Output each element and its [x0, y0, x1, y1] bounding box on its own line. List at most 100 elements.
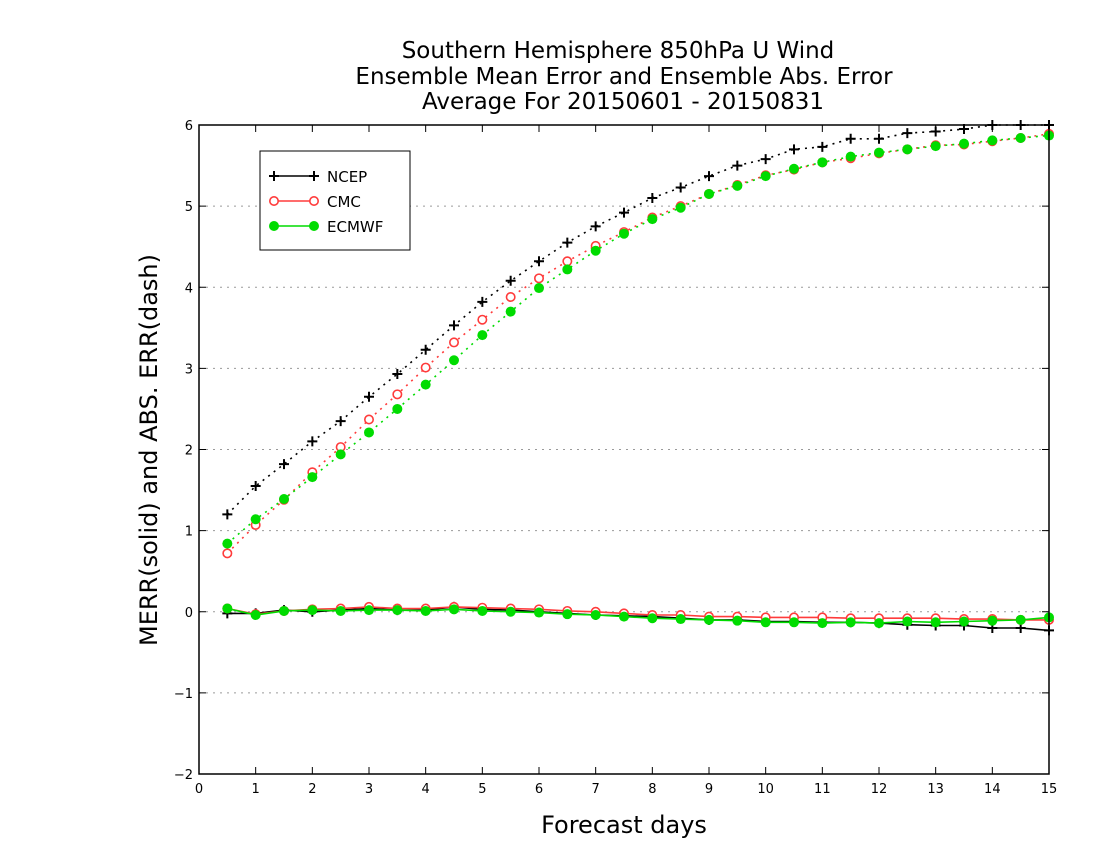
- ecmwf-merr-point: [279, 605, 289, 616]
- legend-cmc-marker: [308, 196, 319, 207]
- ecmwf-merr-point: [845, 617, 856, 628]
- cmc-abs-err-point: [420, 362, 431, 373]
- ecmwf-abs-err-point: [732, 180, 743, 191]
- cmc-abs-err-point: [222, 548, 233, 559]
- ncep-abs-err-point: [420, 344, 431, 355]
- ecmwf-abs-err-point: [930, 141, 941, 152]
- ncep-abs-err-point: [505, 275, 516, 286]
- legend: NCEP CMC ECMWF: [259, 150, 411, 251]
- ecmwf-abs-err-point: [392, 403, 403, 414]
- ecmwf-merr-point: [562, 609, 573, 620]
- x-tick-label: 10: [757, 782, 774, 797]
- cmc-abs-err-point: [505, 291, 516, 302]
- ecmwf-merr-point: [392, 605, 403, 616]
- legend-ncep-marker: [269, 171, 279, 181]
- ecmwf-merr-point: [930, 617, 941, 628]
- ecmwf-abs-err-point: [505, 306, 516, 317]
- ncep-abs-err-point: [845, 133, 856, 144]
- ncep-abs-err-point: [874, 133, 884, 144]
- ecmwf-abs-err-point: [420, 379, 431, 390]
- ncep-abs-err-point: [590, 221, 601, 232]
- ncep-abs-err-point: [534, 256, 544, 267]
- ncep-abs-err-point: [392, 369, 403, 380]
- x-tick-label: 3: [365, 782, 373, 797]
- legend-cmc-marker: [268, 196, 279, 207]
- ncep-abs-err-point: [647, 193, 658, 204]
- ncep-abs-err-point: [307, 436, 318, 447]
- ecmwf-merr-point: [732, 615, 743, 626]
- y-axis-label: MERR(solid) and ABS. ERR(dash): [135, 254, 163, 646]
- ecmwf-abs-err-point: [307, 472, 318, 483]
- ecmwf-merr-point: [987, 615, 998, 626]
- ecmwf-merr-point: [534, 607, 544, 618]
- ecmwf-merr-point: [449, 604, 459, 615]
- ecmwf-merr-point: [959, 616, 969, 627]
- ecmwf-abs-err-point: [987, 135, 998, 146]
- ecmwf-abs-err-point: [619, 228, 629, 239]
- ecmwf-merr-point: [675, 614, 686, 625]
- ecmwf-abs-err-point: [647, 214, 658, 225]
- legend-ncep-marker: [309, 171, 319, 181]
- ecmwf-abs-err-point: [845, 151, 856, 162]
- ecmwf-abs-err-point: [1015, 132, 1026, 143]
- ncep-abs-err-point: [760, 154, 771, 165]
- x-tick-label: 11: [814, 782, 831, 797]
- x-tick-label: 9: [705, 782, 713, 797]
- ncep-abs-err-point: [449, 320, 459, 331]
- ecmwf-merr-point: [477, 605, 488, 616]
- chart-subtitle: Ensemble Mean Error and Ensemble Abs. Er…: [355, 64, 893, 90]
- y-tick-label: 2: [185, 444, 193, 459]
- ecmwf-abs-err-point: [364, 427, 374, 438]
- ecmwf-merr-point: [647, 613, 658, 624]
- ecmwf-abs-err-point: [959, 138, 969, 149]
- ecmwf-abs-err-point: [675, 202, 686, 213]
- ecmwf-abs-err-point: [760, 171, 771, 182]
- ncep-abs-err-point: [619, 207, 629, 218]
- ecmwf-abs-err-point: [534, 283, 544, 294]
- x-tick-label: 4: [422, 782, 430, 797]
- ecmwf-merr-point: [1015, 614, 1026, 625]
- ecmwf-abs-err-point: [477, 330, 488, 341]
- x-tick-label: 0: [195, 782, 203, 797]
- ecmwf-merr-point: [704, 614, 714, 625]
- ecmwf-merr-point: [902, 616, 913, 627]
- y-tick-label: −1: [174, 687, 193, 702]
- legend-ecmwf-label: ECMWF: [327, 218, 383, 236]
- ncep-abs-err-point: [364, 391, 374, 402]
- x-tick-label: 12: [871, 782, 888, 797]
- legend-ncep-label: NCEP: [327, 168, 367, 186]
- ncep-abs-err-point: [562, 237, 573, 248]
- y-tick-label: 5: [185, 200, 193, 215]
- x-axis-label: Forecast days: [541, 811, 707, 839]
- cmc-abs-err-point: [477, 314, 488, 325]
- ecmwf-abs-err-point: [874, 147, 884, 158]
- ecmwf-merr-point: [222, 603, 233, 614]
- ncep-abs-err-point: [902, 128, 913, 139]
- ecmwf-abs-err-point: [902, 144, 913, 155]
- legend-cmc-label: CMC: [327, 193, 361, 211]
- legend-ecmwf-marker: [269, 221, 279, 231]
- ecmwf-merr-point: [817, 618, 828, 629]
- x-tick-label: 14: [984, 782, 1001, 797]
- ecmwf-merr-point: [590, 609, 601, 620]
- ecmwf-abs-err-point: [222, 538, 233, 549]
- x-tick-label: 5: [478, 782, 486, 797]
- y-tick-label: 4: [185, 281, 193, 296]
- legend-ecmwf-marker: [309, 221, 319, 231]
- ncep-abs-err-point: [675, 182, 686, 193]
- ncep-abs-err-point: [335, 416, 346, 427]
- chart-title: Southern Hemisphere 850hPa U Wind: [402, 38, 835, 64]
- ecmwf-merr-point: [364, 605, 374, 616]
- ecmwf-merr-point: [874, 618, 884, 629]
- ecmwf-abs-err-point: [250, 514, 261, 525]
- ecmwf-merr-point: [420, 605, 431, 616]
- ecmwf-merr-point: [250, 609, 261, 620]
- ecmwf-merr-point: [307, 605, 318, 616]
- x-tick-label: 8: [648, 782, 656, 797]
- cmc-abs-err-point: [562, 256, 573, 267]
- ecmwf-merr-point: [335, 605, 346, 616]
- x-tick-label: 2: [308, 782, 316, 797]
- ncep-abs-err-point: [817, 141, 828, 152]
- ecmwf-abs-err-point: [279, 493, 289, 504]
